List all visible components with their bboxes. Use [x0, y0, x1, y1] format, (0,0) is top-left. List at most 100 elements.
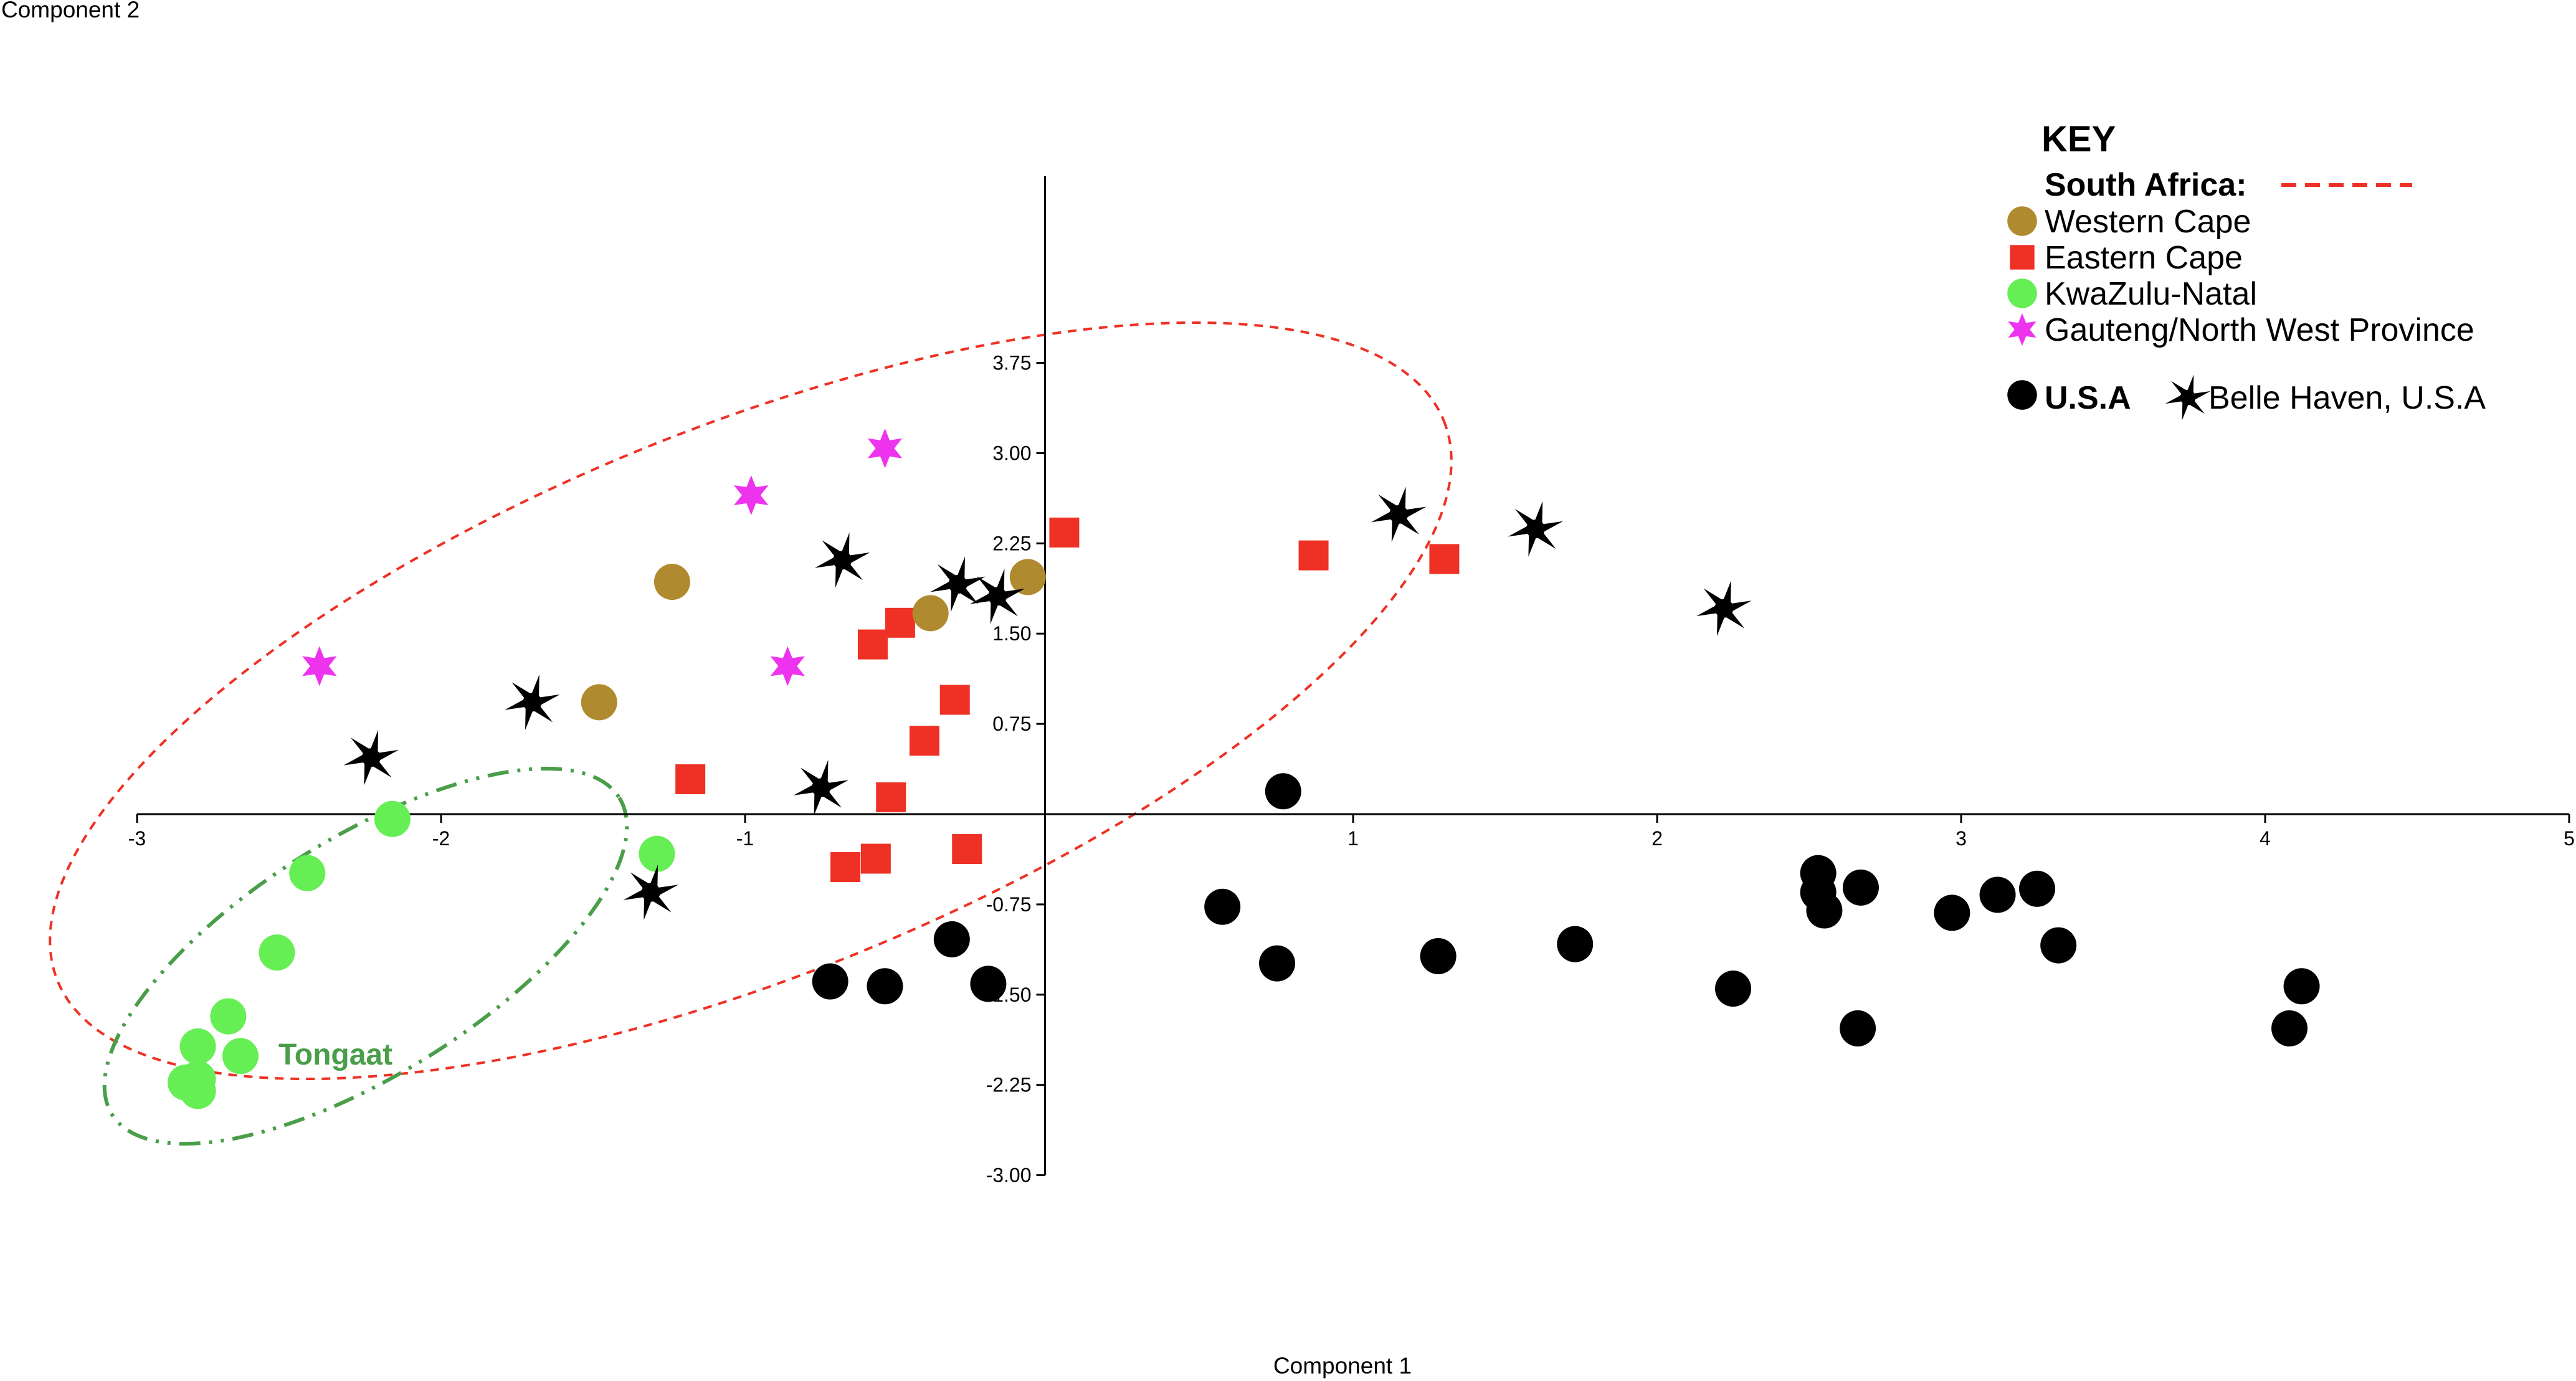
y-tick-label: -3.00: [986, 1164, 1032, 1187]
y-tick-label: -2.25: [986, 1074, 1032, 1096]
data-point-kwazulu-natal: [374, 800, 411, 837]
data-point-belle-haven-core: [833, 551, 852, 570]
data-point-eastern-cape: [1429, 544, 1460, 574]
y-tick-label: 0.75: [992, 713, 1031, 735]
legend-kwazulu-natal: KwaZulu-Natal: [2045, 276, 2257, 312]
data-point-eastern-cape: [876, 782, 906, 812]
series-eastern-cape: [675, 517, 1460, 883]
data-point-eastern-cape: [1049, 517, 1080, 548]
data-point-belle-haven-core: [1389, 505, 1409, 524]
legend-marker-belle-haven-core: [2180, 389, 2196, 406]
x-axis-title: Component 1: [1273, 1353, 1412, 1379]
data-point-usa: [933, 921, 970, 957]
y-tick-label: 3.00: [992, 442, 1031, 464]
legend-marker-gauteng: [2008, 313, 2037, 346]
data-point-usa: [1204, 888, 1241, 925]
data-point-usa: [867, 968, 903, 1005]
data-point-usa: [1979, 876, 2016, 913]
data-point-western-cape: [1009, 559, 1046, 596]
data-point-belle-haven: [623, 865, 678, 921]
data-point-eastern-cape: [830, 852, 861, 883]
legend-western-cape: Western Cape: [2045, 204, 2251, 240]
data-point-belle-haven-core: [523, 693, 542, 712]
data-point-belle-haven: [969, 568, 1025, 624]
x-tick-label: -3: [128, 827, 146, 850]
data-points: [168, 428, 2320, 1109]
data-point-kwazulu-natal: [179, 1073, 216, 1109]
data-point-usa: [2283, 968, 2320, 1005]
data-point-belle-haven: [1696, 581, 1752, 637]
legend-marker-western-cape: [2007, 206, 2037, 236]
legend-eastern-cape: Eastern Cape: [2045, 240, 2243, 276]
legend-south-africa: South Africa:: [2045, 167, 2247, 203]
data-point-eastern-cape: [860, 843, 891, 874]
data-point-eastern-cape: [857, 629, 888, 660]
y-tick-label: 2.25: [992, 532, 1031, 554]
data-point-eastern-cape: [939, 685, 970, 715]
x-tick-label: 2: [1652, 827, 1663, 850]
data-point-belle-haven: [793, 759, 849, 816]
data-point-eastern-cape: [1298, 540, 1329, 571]
y-axis-ticks: 3.753.002.251.500.75-0.75-1.50-2.25-3.00: [986, 352, 1045, 1187]
data-point-usa: [1557, 926, 1594, 962]
data-point-belle-haven: [930, 556, 986, 612]
y-axis-title: Component 2: [1, 0, 140, 22]
x-tick-label: 5: [2564, 827, 2575, 850]
legend-marker-usa: [2007, 380, 2037, 410]
data-point-kwazulu-natal: [179, 1028, 216, 1065]
data-point-usa: [812, 963, 848, 1000]
data-point-usa: [1715, 970, 1751, 1007]
x-tick-label: 1: [1347, 827, 1359, 850]
legend: KEY South Africa: Western Cape Eastern C…: [2007, 119, 2486, 420]
data-point-usa: [1806, 892, 1843, 929]
data-point-usa: [1265, 773, 1301, 810]
y-tick-label: 3.75: [992, 352, 1031, 374]
data-point-usa: [970, 966, 1007, 1002]
data-point-eastern-cape: [952, 834, 982, 865]
data-point-belle-haven-core: [1526, 520, 1545, 539]
x-tick-label: -2: [432, 827, 450, 850]
data-point-gauteng: [302, 646, 337, 686]
data-point-gauteng: [734, 475, 769, 515]
data-point-belle-haven-core: [1714, 599, 1734, 618]
data-point-usa: [1842, 869, 1879, 906]
x-tick-label: 3: [1956, 827, 1967, 850]
legend-belle-haven: Belle Haven, U.S.A: [2208, 380, 2486, 416]
data-point-western-cape: [912, 595, 949, 632]
data-point-belle-haven-core: [812, 778, 830, 797]
data-point-kwazulu-natal: [210, 998, 247, 1035]
x-axis-ticks: -3 -2 -1 1 2 3 4 5: [128, 814, 2575, 850]
data-point-belle-haven: [343, 729, 399, 785]
data-point-usa: [1840, 1010, 1876, 1046]
data-point-belle-haven-core: [988, 587, 1007, 606]
data-point-gauteng: [770, 646, 805, 686]
y-tick-label: 1.50: [992, 622, 1031, 645]
data-point-usa: [1934, 895, 1970, 931]
x-tick-label: -1: [736, 827, 754, 850]
data-point-kwazulu-natal: [222, 1038, 259, 1075]
series-belle-haven: [343, 486, 1752, 921]
data-point-eastern-cape: [675, 764, 706, 794]
data-point-usa: [1420, 937, 1457, 974]
legend-title: KEY: [2041, 119, 2116, 159]
data-point-kwazulu-natal: [259, 934, 295, 971]
data-point-belle-haven-core: [948, 574, 967, 594]
x-tick-label: 4: [2260, 827, 2271, 850]
data-point-usa: [2040, 927, 2077, 964]
legend-marker-belle-haven: [2165, 374, 2211, 420]
data-point-eastern-cape: [885, 607, 915, 638]
series-kwazulu-natal: [168, 800, 675, 1109]
data-point-usa: [2271, 1010, 2308, 1046]
data-point-kwazulu-natal: [639, 835, 675, 872]
legend-marker-kwazulu-natal: [2007, 278, 2037, 308]
data-point-belle-haven: [1508, 501, 1564, 557]
data-point-usa: [2019, 870, 2055, 907]
data-point-western-cape: [654, 564, 690, 600]
legend-marker-eastern-cape: [2010, 245, 2035, 270]
series-usa: [812, 773, 2320, 1046]
data-point-belle-haven-core: [641, 883, 660, 902]
data-point-belle-haven: [505, 674, 560, 730]
data-point-gauteng: [867, 428, 903, 468]
legend-gauteng: Gauteng/North West Province: [2045, 312, 2474, 348]
data-point-belle-haven: [814, 532, 870, 588]
